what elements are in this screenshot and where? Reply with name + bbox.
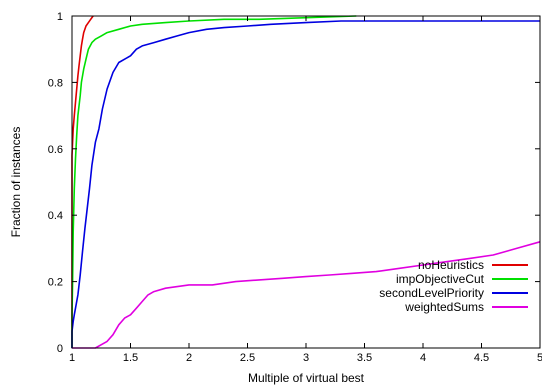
y-tick-label: 0.2 bbox=[48, 277, 63, 289]
x-axis-label: Multiple of virtual best bbox=[248, 371, 365, 385]
series-line-noHeuristics bbox=[71, 15, 94, 348]
series-line-weightedSums bbox=[72, 241, 541, 349]
x-tick-label: 1 bbox=[69, 352, 75, 364]
y-tick-label: 0.4 bbox=[48, 210, 63, 222]
ticks-layer: 1 1.5 2 2.5 3 3.5 4 4.5 5 0 0.2 0.4 0.6 0.8 1 bbox=[48, 11, 542, 364]
x-tick-label: 1.5 bbox=[123, 352, 138, 364]
series-line-secondLevelPriority bbox=[71, 20, 540, 348]
legend-label-noHeuristics: noHeuristics bbox=[418, 258, 484, 272]
y-tick-label: 0.6 bbox=[48, 144, 63, 156]
series-line-impObjectiveCut bbox=[71, 15, 357, 348]
legend-label-impObjectiveCut: impObjectiveCut bbox=[396, 272, 485, 286]
legend-label-secondLevelPriority: secondLevelPriority bbox=[379, 286, 484, 300]
x-tick-label: 4.5 bbox=[474, 352, 489, 364]
x-tick-label: 4 bbox=[420, 352, 426, 364]
x-tick-label: 3.5 bbox=[357, 352, 372, 364]
legend-label-weightedSums: weightedSums bbox=[404, 300, 484, 314]
series-layer bbox=[71, 15, 541, 349]
x-tick-label: 2 bbox=[186, 352, 192, 364]
x-tick-label: 3 bbox=[303, 352, 309, 364]
legend: noHeuristicsimpObjectiveCutsecondLevelPr… bbox=[379, 258, 528, 314]
x-tick-label: 5 bbox=[537, 352, 542, 364]
y-tick-label: 1 bbox=[57, 11, 63, 23]
y-tick-label: 0 bbox=[57, 343, 63, 355]
y-axis-label: Fraction of instances bbox=[9, 127, 23, 238]
x-tick-label: 2.5 bbox=[240, 352, 255, 364]
y-tick-label: 0.8 bbox=[48, 77, 63, 89]
